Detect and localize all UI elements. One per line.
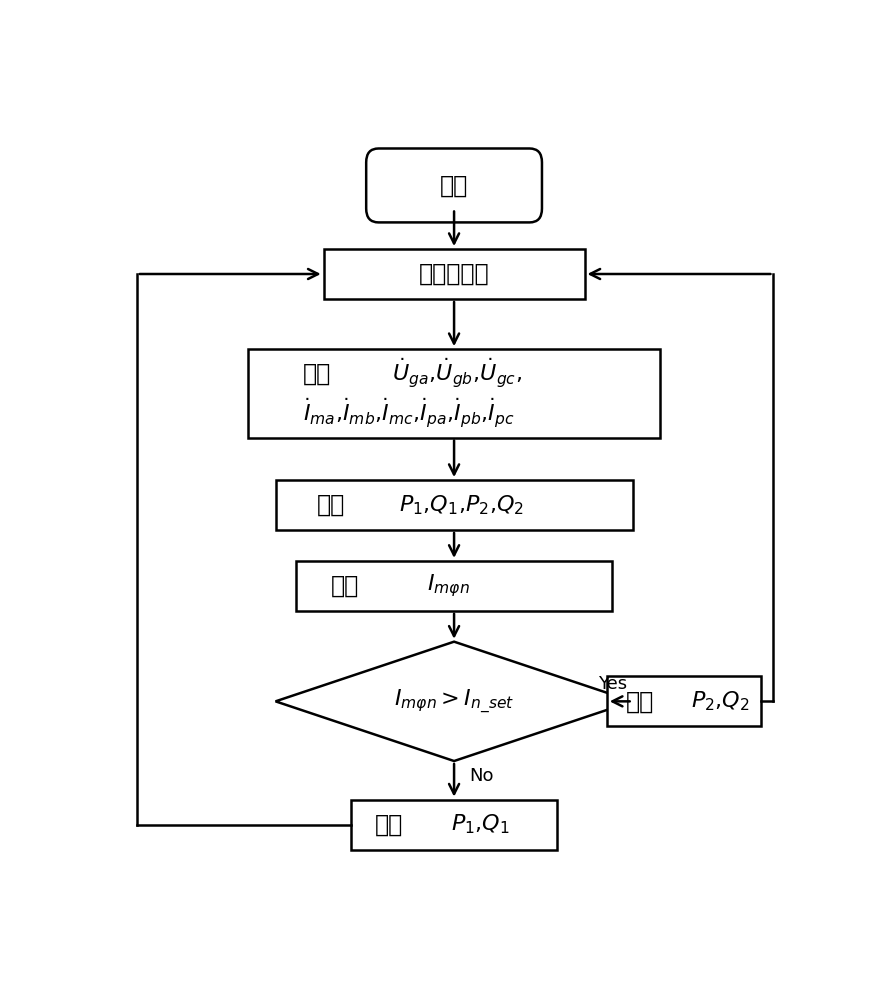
Bar bbox=[607, 676, 761, 726]
Text: $P_1$,$Q_1$,$P_2$,$Q_2$: $P_1$,$Q_1$,$P_2$,$Q_2$ bbox=[399, 493, 524, 517]
FancyBboxPatch shape bbox=[366, 148, 542, 222]
Text: 模拟量采样: 模拟量采样 bbox=[419, 262, 489, 286]
Text: $I_{m\varphi n}$: $I_{m\varphi n}$ bbox=[426, 572, 470, 599]
Text: Yes: Yes bbox=[598, 675, 627, 693]
Text: 计算: 计算 bbox=[330, 574, 359, 598]
Bar bbox=[351, 800, 557, 850]
Text: 输出: 输出 bbox=[626, 689, 654, 713]
Text: $I_{m\varphi n}>I_{n\_set}$: $I_{m\varphi n}>I_{n\_set}$ bbox=[394, 687, 514, 716]
Bar bbox=[323, 249, 585, 299]
Text: No: No bbox=[470, 767, 494, 785]
Text: 输出: 输出 bbox=[375, 813, 403, 837]
Bar bbox=[248, 349, 660, 438]
Text: 计算: 计算 bbox=[317, 493, 345, 517]
Text: $P_1$,$Q_1$: $P_1$,$Q_1$ bbox=[451, 813, 509, 836]
Bar bbox=[296, 561, 612, 611]
Bar bbox=[276, 480, 633, 530]
Text: $\dot{U}_{ga}$,$\dot{U}_{gb}$,$\dot{U}_{gc}$,: $\dot{U}_{ga}$,$\dot{U}_{gb}$,$\dot{U}_{… bbox=[392, 356, 522, 390]
Polygon shape bbox=[276, 642, 633, 761]
Text: $\dot{I}_{ma}$,$\dot{I}_{mb}$,$\dot{I}_{mc}$,$\dot{I}_{pa}$,$\dot{I}_{pb}$,$\dot: $\dot{I}_{ma}$,$\dot{I}_{mb}$,$\dot{I}_{… bbox=[303, 397, 515, 430]
Text: 计算: 计算 bbox=[303, 361, 331, 385]
Text: 开始: 开始 bbox=[440, 173, 468, 197]
Text: $P_2$,$Q_2$: $P_2$,$Q_2$ bbox=[691, 690, 750, 713]
